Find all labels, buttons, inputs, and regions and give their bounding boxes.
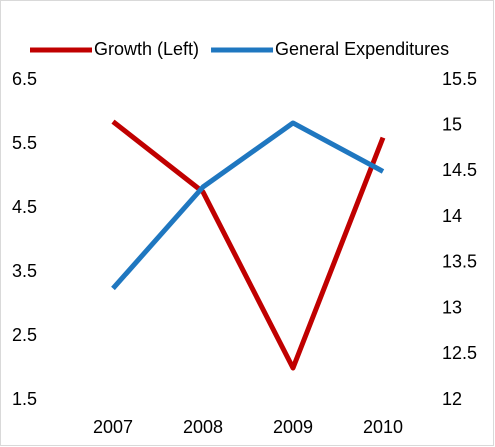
y2-tick-label: 12.5 <box>442 343 477 363</box>
y2-tick-label: 13.5 <box>442 252 477 272</box>
x-tick-label: 2010 <box>363 417 403 437</box>
legend-label: General Expenditures <box>275 39 449 59</box>
y-tick-label: 2.5 <box>12 325 37 345</box>
y2-tick-label: 15 <box>442 114 462 134</box>
y2-tick-label: 14 <box>442 206 462 226</box>
y2-tick-label: 12 <box>442 389 462 409</box>
x-tick-label: 2008 <box>183 417 223 437</box>
y2-tick-label: 14.5 <box>442 160 477 180</box>
y-tick-label: 4.5 <box>12 197 37 217</box>
y-tick-label: 3.5 <box>12 261 37 281</box>
legend-label: Growth (Left) <box>94 39 199 59</box>
y2-tick-label: 15.5 <box>442 69 477 89</box>
y2-tick-label: 13 <box>442 297 462 317</box>
x-tick-label: 2007 <box>93 417 133 437</box>
y-tick-label: 1.5 <box>12 389 37 409</box>
x-tick-label: 2009 <box>273 417 313 437</box>
series-line <box>111 119 386 371</box>
series-line <box>111 120 385 291</box>
y-tick-label: 5.5 <box>12 133 37 153</box>
y-tick-label: 6.5 <box>12 69 37 89</box>
